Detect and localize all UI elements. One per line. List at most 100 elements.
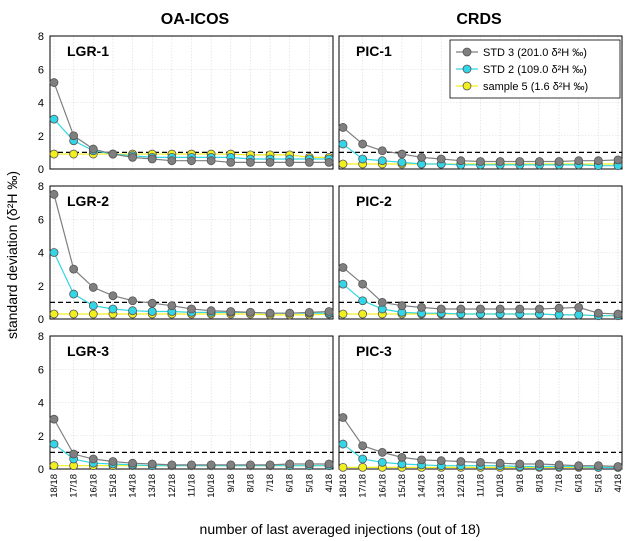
y-tick-label: 2 [38,431,44,443]
data-point [358,309,368,319]
data-point [358,454,368,464]
data-point [285,459,295,469]
data-point [69,449,79,459]
data-point [377,156,387,166]
data-point [397,157,407,167]
data-point [515,157,525,166]
data-point [69,309,79,319]
x-tick-label: 7/18 [265,474,276,493]
x-tick-label: 14/18 [417,474,428,498]
x-tick-label: 7/18 [554,474,565,493]
x-tick-label: 16/18 [88,474,99,498]
legend: STD 3 (201.0 δ²H ‰) STD 2 (109.0 δ²H ‰) sa… [449,39,621,99]
data-point [226,460,236,470]
column-title-crds: CRDS [456,11,502,28]
data-point [285,157,295,167]
data-point [377,146,387,156]
data-point [456,457,466,466]
y-tick-label: 8 [38,181,44,193]
x-tick-label: 15/18 [397,474,408,498]
x-tick-label: 5/18 [304,474,315,493]
panel-label: PIC-1 [356,43,392,59]
panel-label: PIC-2 [356,193,392,209]
data-point [147,307,157,316]
panel-label: LGR-3 [67,343,109,359]
data-point [167,156,177,166]
data-point [108,304,118,314]
data-point [377,457,387,467]
x-tick-label: 11/18 [476,474,487,497]
panel-frame [338,185,623,320]
data-point [397,149,407,159]
y-tick-label: 0 [38,164,44,176]
x-tick-label: 6/18 [285,474,296,493]
data-point [456,156,466,166]
x-axis-label: number of last averaged injections (out … [200,521,481,537]
panel-label: PIC-3 [356,343,392,359]
data-point [574,302,584,312]
data-point [49,189,59,199]
data-point [338,413,348,422]
y-tick-label: 0 [38,464,44,476]
y-tick-label: 8 [38,31,44,43]
x-tick-label: 12/18 [167,474,178,498]
data-point [476,157,485,166]
legend-swatch-marker [462,47,472,57]
data-point [397,452,407,462]
data-point [593,156,603,166]
y-tick-label: 4 [38,248,44,260]
x-tick-label: 10/18 [495,474,506,498]
data-point [265,157,275,167]
y-tick-label: 0 [38,314,44,326]
y-axis-label: standard deviation (δ²H ‰) [4,171,20,339]
data-point [147,459,157,469]
data-point [338,462,348,472]
data-point [246,460,255,470]
data-point [574,156,584,166]
data-point [436,154,446,164]
y-tick-label: 4 [38,98,44,110]
data-point [338,263,348,272]
data-point [324,459,334,469]
panel-label: LGR-2 [67,193,109,209]
x-tick-label: 5/18 [593,474,604,493]
data-point [397,301,407,311]
x-tick-label: 11/18 [187,474,198,497]
data-point [456,304,466,314]
panel-pic-3: 18/18 17/18 16/18 15/18 14/18 13/18 12/18 11/18… [338,335,624,498]
data-point [88,144,98,154]
x-tick-label: 14/18 [128,474,139,498]
data-point [88,309,98,319]
data-point [515,304,525,314]
data-point [358,441,368,451]
x-tick-label: 15/18 [108,474,119,498]
data-point [128,152,137,162]
data-point [226,157,236,167]
data-point [338,279,348,289]
data-point [88,301,98,311]
data-point [593,308,603,318]
x-tick-label: 10/18 [206,474,217,498]
x-tick-label: 12/18 [456,474,467,498]
data-point [49,78,59,87]
data-point [338,439,348,449]
data-point [476,457,485,467]
data-point [187,460,196,470]
legend-swatch-marker [462,81,472,91]
data-point [613,155,623,165]
y-tick-label: 8 [38,331,44,343]
y-tick-label: 6 [38,64,44,76]
data-point [49,439,59,449]
data-point [476,304,485,314]
data-point [535,157,544,166]
data-point [574,461,584,471]
data-point [88,283,98,292]
data-point [69,264,79,274]
data-point [495,157,505,166]
x-tick-label: 9/18 [226,474,237,493]
data-point [147,154,157,164]
data-point [128,458,137,468]
data-point [554,157,564,166]
data-point [377,297,387,307]
data-point [338,123,348,132]
